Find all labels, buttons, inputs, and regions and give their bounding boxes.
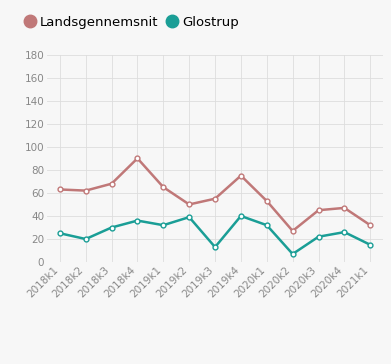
Landsgennemsnit xyxy=(83,189,88,193)
Glostrup xyxy=(368,242,373,247)
Glostrup xyxy=(57,231,62,236)
Glostrup xyxy=(83,237,88,241)
Glostrup xyxy=(161,223,166,228)
Landsgennemsnit xyxy=(264,199,269,203)
Glostrup xyxy=(264,223,269,228)
Landsgennemsnit xyxy=(135,156,140,161)
Landsgennemsnit xyxy=(316,208,321,212)
Legend: Landsgennemsnit, Glostrup: Landsgennemsnit, Glostrup xyxy=(27,16,239,28)
Landsgennemsnit xyxy=(290,229,295,233)
Line: Glostrup: Glostrup xyxy=(57,214,373,257)
Landsgennemsnit xyxy=(187,202,192,207)
Landsgennemsnit xyxy=(161,185,166,189)
Landsgennemsnit xyxy=(109,182,114,186)
Glostrup xyxy=(187,215,192,219)
Glostrup xyxy=(316,234,321,239)
Glostrup xyxy=(213,245,217,249)
Glostrup xyxy=(239,214,243,218)
Landsgennemsnit xyxy=(57,187,62,191)
Glostrup xyxy=(135,218,140,223)
Landsgennemsnit xyxy=(239,173,243,178)
Landsgennemsnit xyxy=(213,197,217,201)
Glostrup xyxy=(290,252,295,256)
Glostrup xyxy=(342,230,347,234)
Landsgennemsnit xyxy=(368,223,373,228)
Landsgennemsnit xyxy=(342,206,347,210)
Glostrup xyxy=(109,225,114,230)
Line: Landsgennemsnit: Landsgennemsnit xyxy=(57,156,373,233)
